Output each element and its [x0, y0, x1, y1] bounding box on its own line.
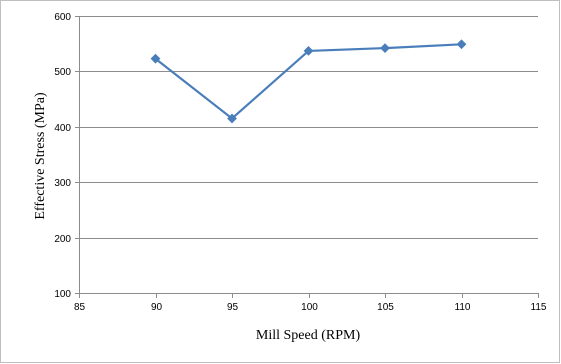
y-tick-label: 600 — [54, 12, 71, 23]
x-tick-label: 90 — [151, 302, 163, 313]
x-tick-label: 105 — [377, 302, 394, 313]
y-tick-label: 200 — [54, 234, 71, 245]
y-tick-label: 500 — [54, 67, 71, 78]
axes — [75, 16, 539, 298]
data-point-90 — [150, 53, 161, 64]
x-tick-label: 115 — [531, 302, 547, 313]
data-point-95 — [227, 113, 237, 124]
data-series — [150, 39, 467, 124]
y-tick-label: 300 — [54, 178, 71, 189]
gridlines — [79, 16, 538, 239]
y-axis-title: Effective Stress (MPa) — [33, 92, 48, 220]
x-tick-label: 100 — [301, 302, 318, 313]
x-tick-label: 95 — [227, 302, 239, 313]
x-tick-label: 110 — [455, 302, 471, 313]
data-point-100 — [303, 45, 314, 56]
y-tick-labels: 100 200 300 400 500 600 — [54, 12, 71, 300]
data-point-105 — [380, 43, 390, 54]
x-tick-labels: 85 90 95 100 105 110 115 — [74, 302, 547, 313]
y-tick-label: 400 — [54, 123, 71, 134]
data-point-110 — [456, 39, 467, 50]
x-axis-title: Mill Speed (RPM) — [256, 328, 361, 343]
y-tick-label: 100 — [54, 289, 71, 300]
x-tick-label: 85 — [74, 302, 86, 313]
